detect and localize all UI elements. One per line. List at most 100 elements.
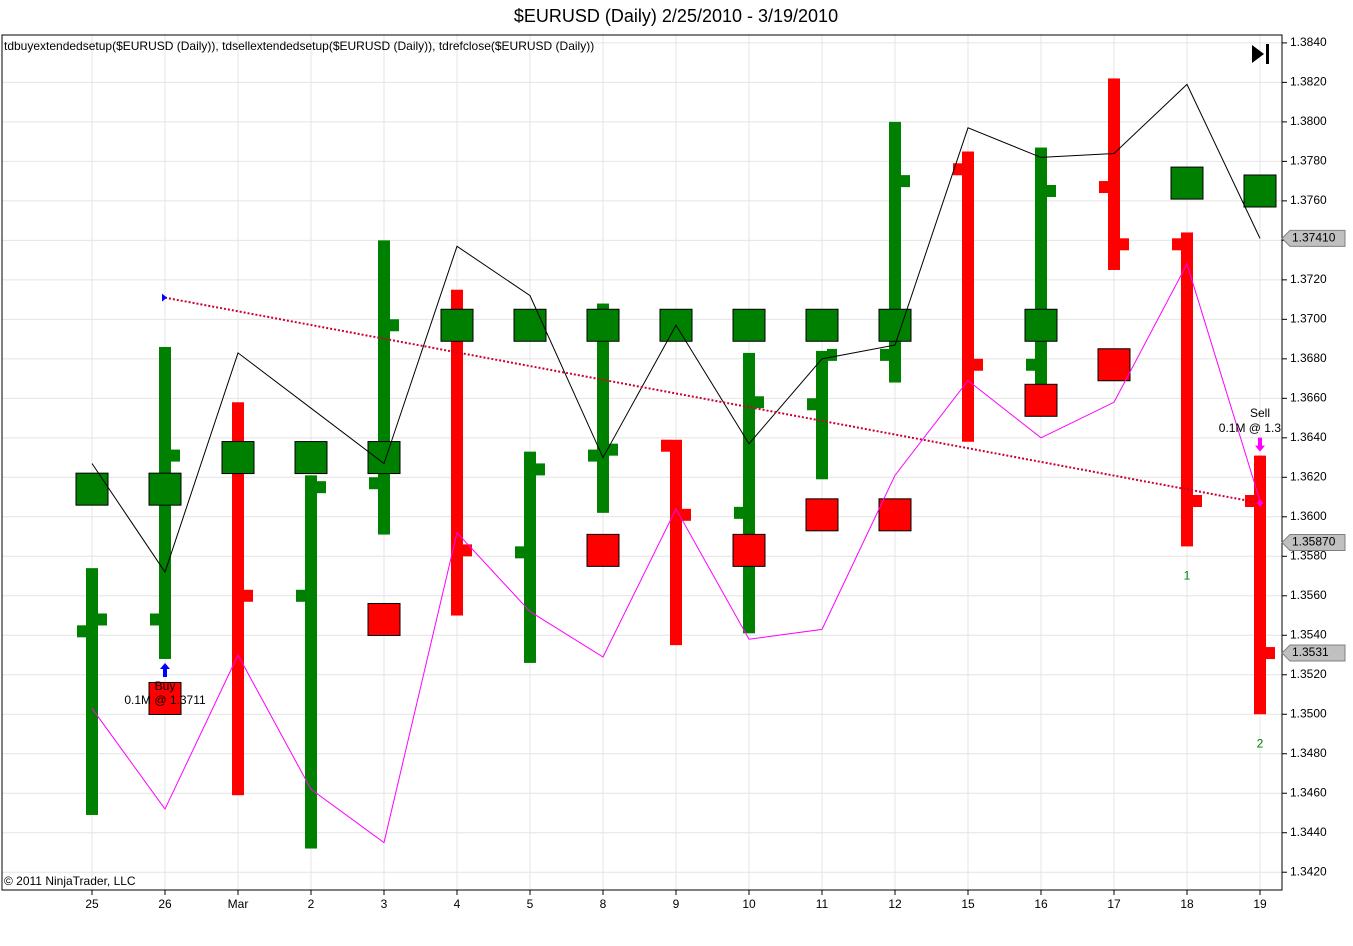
end-bar-icon[interactable] (1266, 44, 1269, 64)
trend-line (164, 296, 1261, 504)
setup-square (1170, 166, 1204, 200)
scroll-end-button[interactable] (1252, 44, 1269, 64)
ohlc-range (670, 439, 682, 646)
ohlc-open (369, 477, 379, 490)
setup-square (367, 441, 401, 475)
x-tick-label: 19 (1253, 897, 1267, 911)
y-tick-label: 1.3600 (1290, 509, 1327, 523)
x-tick-label: 11 (816, 897, 829, 911)
y-tick-label: 1.3820 (1290, 75, 1327, 89)
y-tick-label: 1.3500 (1290, 706, 1327, 720)
setup-square (732, 308, 766, 342)
setup-square (732, 533, 766, 567)
grid (2, 35, 1282, 890)
ohlc-range (743, 352, 755, 634)
y-tick-label: 1.3660 (1290, 390, 1327, 404)
setup-square (878, 498, 912, 532)
trend-start (162, 293, 167, 302)
y-tick-label: 1.3580 (1290, 548, 1327, 562)
ohlc-open (807, 398, 817, 411)
ohlc-open (77, 625, 87, 638)
trade-arrow (160, 662, 170, 677)
setup-square (1243, 174, 1277, 208)
chart-title: $EURUSD (Daily) 2/25/2010 - 3/19/2010 (514, 6, 838, 26)
y-tick-label: 1.3540 (1290, 627, 1327, 641)
x-tick-label: 26 (158, 897, 172, 911)
y-tick-label: 1.3700 (1290, 312, 1327, 326)
price-tag-label: 1.37410 (1292, 231, 1336, 245)
y-tick-label: 1.3460 (1290, 785, 1327, 799)
y-tick-label: 1.3440 (1290, 825, 1327, 839)
y-tick-label: 1.3800 (1290, 114, 1327, 128)
setup-square (586, 533, 620, 567)
ohlc-close (973, 358, 983, 371)
indicator-line (91, 83, 1261, 574)
setup-square (75, 472, 109, 506)
x-tick-label: 5 (527, 897, 534, 911)
indicator-line (91, 262, 1261, 844)
ohlc-range (597, 303, 609, 513)
trade-text: 0.1M @ 1.3 (1219, 421, 1282, 435)
ohlc-range (86, 568, 98, 815)
ohlc-close (900, 175, 910, 188)
ohlc-open (1026, 358, 1036, 371)
setup-square (586, 308, 620, 342)
trade-text: 0.1M @ 1.3711 (124, 693, 206, 707)
setup-square (1024, 383, 1058, 417)
ohlc-open (1245, 495, 1255, 508)
setup-square (1097, 348, 1131, 382)
ohlc-range (1181, 232, 1193, 547)
setup-square (659, 308, 693, 342)
y-tick-label: 1.3720 (1290, 272, 1327, 286)
count-label: 2 (1257, 736, 1264, 750)
ohlc-close (1192, 495, 1202, 508)
ohlc-range (305, 475, 317, 849)
ohlc-open (1172, 238, 1182, 251)
y-tick-label: 1.3560 (1290, 588, 1327, 602)
x-tick-label: 18 (1180, 897, 1194, 911)
ohlc-range (962, 151, 974, 442)
x-tick-label: 12 (888, 897, 902, 911)
ohlc-close (681, 508, 691, 521)
ohlc-open (588, 449, 598, 462)
ohlc-close (243, 589, 253, 602)
ohlc-close (97, 613, 107, 626)
trade-label: Buy (155, 679, 176, 693)
x-tick-label: 15 (961, 897, 975, 911)
play-icon[interactable] (1252, 45, 1264, 63)
x-tick-label: 4 (454, 897, 461, 911)
price-tag (1281, 229, 1346, 247)
setup-square (294, 441, 328, 475)
count-label: 1 (1184, 569, 1191, 583)
y-tick-label: 1.3620 (1290, 469, 1327, 483)
ohlc-close (754, 396, 764, 409)
y-tick-label: 1.3680 (1290, 351, 1327, 365)
ohlc-close (462, 544, 472, 557)
ohlc-close (608, 443, 618, 456)
y-tick-label: 1.3840 (1290, 35, 1327, 49)
y-tick-label: 1.3760 (1290, 193, 1327, 207)
setup-square (805, 498, 839, 532)
ohlc-range (1035, 147, 1047, 385)
y-tick-label: 1.3780 (1290, 154, 1327, 168)
ohlc-open (953, 163, 963, 176)
copyright: © 2011 NinjaTrader, LLC (4, 874, 136, 888)
setup-square (367, 602, 401, 636)
indicator-legend: tdbuyextendedsetup($EURUSD (Daily)), tds… (4, 39, 594, 53)
ohlc-close (535, 463, 545, 476)
y-tick-label: 1.3640 (1290, 430, 1327, 444)
ohlc-close (1119, 238, 1129, 251)
setup-square (148, 472, 182, 506)
ohlc-open (661, 439, 671, 452)
plot-border (1, 34, 1283, 891)
ohlc-range (1108, 78, 1120, 270)
y-tick-label: 1.3420 (1290, 864, 1327, 878)
ohlc-close (1046, 184, 1056, 197)
x-tick-label: 3 (381, 897, 388, 911)
setup-square (148, 681, 182, 715)
setup-square (513, 308, 547, 342)
x-tick-label: 9 (673, 897, 680, 911)
ohlc-range (378, 240, 390, 535)
